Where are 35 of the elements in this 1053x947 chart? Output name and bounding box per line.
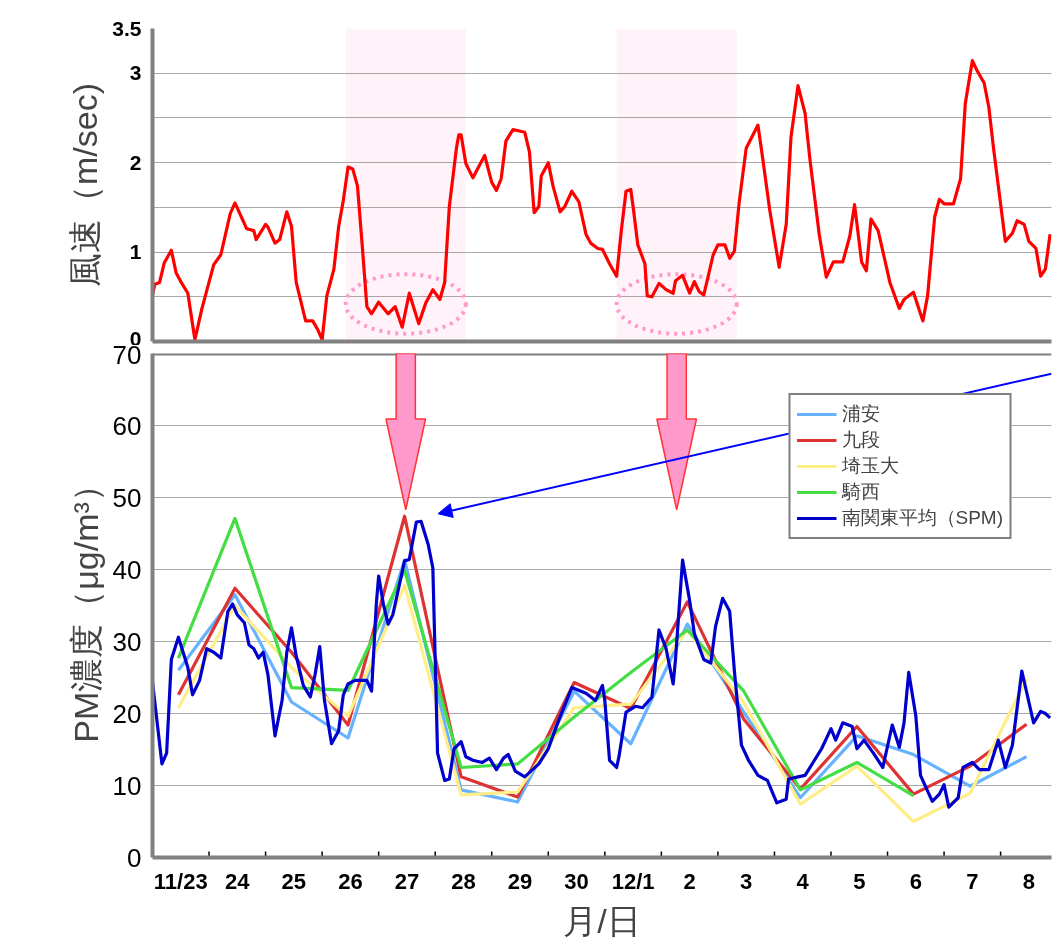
y-tick-label: 40 — [112, 554, 142, 585]
y-tick-label: 1 — [129, 240, 142, 264]
legend-label: 埼玉大 — [841, 454, 899, 478]
y-tick-label: 3 — [129, 61, 142, 85]
x-tick-label: 11/23 — [153, 868, 208, 894]
y-tick-label: 30 — [112, 626, 142, 657]
x-tick-label: 6 — [909, 868, 922, 894]
x-tick-label: 24 — [225, 868, 251, 894]
x-tick-label: 28 — [451, 868, 476, 894]
y-tick-label: 0 — [127, 842, 142, 873]
x-tick-label: 8 — [1022, 868, 1036, 894]
y-axis-title: 風速（m/sec) — [66, 83, 105, 287]
x-tick-label: 4 — [796, 868, 810, 894]
y-tick-label: 10 — [112, 770, 142, 801]
x-tick-label: 29 — [507, 868, 533, 894]
y-tick-label: 2 — [129, 150, 142, 174]
x-tick-label: 7 — [966, 868, 979, 894]
x-tick-label: 30 — [564, 868, 589, 894]
y-tick-label: 60 — [112, 410, 142, 441]
x-tick-label: 3 — [740, 868, 753, 894]
legend-label: 九段 — [841, 428, 880, 452]
y-axis-title: PM濃度（μg/m³） — [66, 468, 105, 743]
x-axis-title: 月/日 — [563, 901, 641, 940]
legend-label: 浦安 — [841, 402, 880, 426]
y-tick-label: 20 — [112, 698, 142, 729]
x-tick-label: 25 — [281, 868, 307, 894]
legend-label: 騎西 — [841, 480, 880, 504]
x-tick-label: 5 — [853, 868, 866, 894]
x-tick-label: 26 — [338, 868, 363, 894]
x-tick-label: 2 — [683, 868, 696, 894]
y-tick-label: 3.5 — [112, 16, 142, 40]
y-tick-label: 50 — [112, 482, 142, 513]
x-tick-label: 12/1 — [611, 868, 655, 894]
x-tick-label: 27 — [394, 868, 420, 894]
legend-label: 南関東平均（SPM) — [841, 506, 1003, 530]
